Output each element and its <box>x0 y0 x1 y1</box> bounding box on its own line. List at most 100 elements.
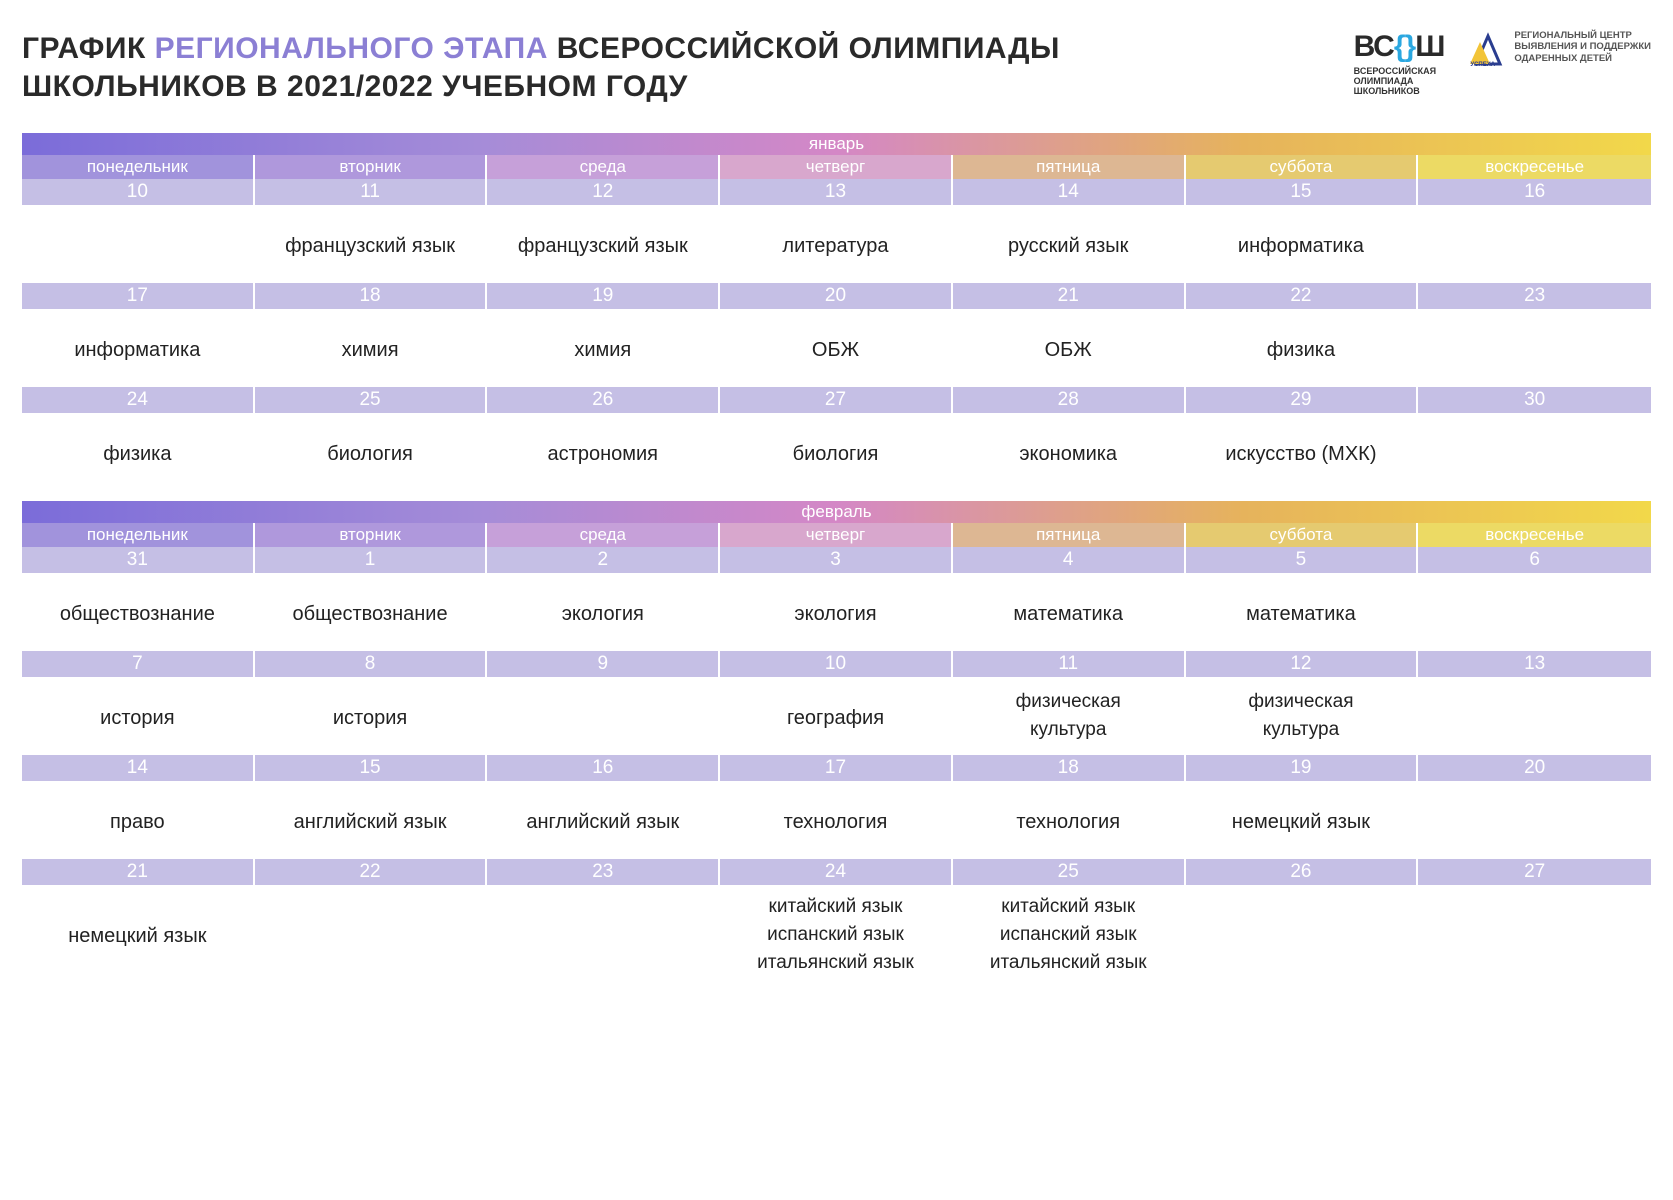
day-number: 5 <box>1186 547 1419 573</box>
subject-cell: технология <box>720 781 953 859</box>
day-number: 25 <box>255 387 488 413</box>
day-number: 30 <box>1418 387 1651 413</box>
subject-cell <box>1418 205 1651 283</box>
subject-label: биология <box>726 443 945 466</box>
day-number: 21 <box>953 283 1186 309</box>
subject-cell <box>1418 677 1651 755</box>
subject-label: химия <box>261 339 480 362</box>
vsosh-mark-pre: ВС <box>1354 30 1394 63</box>
day-number: 8 <box>255 651 488 677</box>
day-number: 12 <box>487 179 720 205</box>
day-number: 10 <box>720 651 953 677</box>
day-number: 13 <box>720 179 953 205</box>
subject-cell: ОБЖ <box>953 309 1186 387</box>
day-number: 1 <box>255 547 488 573</box>
subject-label: физика <box>1192 339 1411 362</box>
subject-label: французский язык <box>261 235 480 258</box>
subject-cell: английский язык <box>255 781 488 859</box>
dow-cell: вторник <box>255 155 488 179</box>
subject-label: французский язык <box>493 235 712 258</box>
subject-label: обществознание <box>261 603 480 626</box>
subject-cell: экономика <box>953 413 1186 491</box>
subject-cell: немецкий язык <box>22 885 255 984</box>
month-bar-feb: февраль <box>22 501 1651 523</box>
vsosh-sub2: ОЛИМПИАДА <box>1354 76 1414 86</box>
subject-row: обществознаниеобществознаниеэкологияэкол… <box>22 573 1651 651</box>
subject-cell: китайский языкиспанский языкитальянский … <box>953 885 1186 984</box>
subject-cell <box>1186 885 1419 984</box>
subject-label: искусство (МХК) <box>1192 443 1411 466</box>
dow-cell: среда <box>487 155 720 179</box>
subject-label: астрономия <box>493 443 712 466</box>
day-number: 26 <box>1186 859 1419 885</box>
subject-cell <box>487 885 720 984</box>
subject-cell: французский язык <box>255 205 488 283</box>
day-number: 20 <box>720 283 953 309</box>
logos: ВС{}Ш ВСЕРОССИЙСКАЯ ОЛИМПИАДА ШКОЛЬНИКОВ… <box>1354 30 1651 97</box>
subject-cell: право <box>22 781 255 859</box>
subject-cell <box>487 677 720 755</box>
day-number: 15 <box>1186 179 1419 205</box>
title-line2: ШКОЛЬНИКОВ В 2021/2022 УЧЕБНОМ ГОДУ <box>22 70 688 103</box>
day-number: 6 <box>1418 547 1651 573</box>
jan-weeks: 10111213141516 французский язык французски… <box>22 179 1651 491</box>
brace-icon: {} <box>1394 30 1415 63</box>
day-number: 24 <box>22 387 255 413</box>
center-line3: ОДАРЕННЫХ ДЕТЕЙ <box>1514 53 1612 64</box>
dow-cell: понедельник <box>22 155 255 179</box>
subject-label: технология <box>726 811 945 834</box>
subject-label: немецкий язык <box>1192 811 1411 834</box>
vsosh-sub3: ШКОЛЬНИКОВ <box>1354 86 1420 96</box>
subject-cell <box>1418 309 1651 387</box>
day-number: 24 <box>720 859 953 885</box>
subject-cell: математика <box>1186 573 1419 651</box>
day-number: 13 <box>1418 651 1651 677</box>
subject-cell: искусство (МХК) <box>1186 413 1419 491</box>
subject-label: английский язык <box>261 811 480 834</box>
subject-label: математика <box>1192 603 1411 626</box>
subject-cell: английский язык <box>487 781 720 859</box>
day-number: 31 <box>22 547 255 573</box>
daynum-row: 14151617181920 <box>22 755 1651 781</box>
subject-label: физическая <box>1192 690 1411 714</box>
subject-cell: физическаякультура <box>953 677 1186 755</box>
day-number: 9 <box>487 651 720 677</box>
day-number: 22 <box>255 859 488 885</box>
month-bar-jan: январь <box>22 133 1651 155</box>
day-number: 11 <box>953 651 1186 677</box>
title-accent: РЕГИОНАЛЬНОГО ЭТАПА <box>155 32 548 65</box>
day-number: 19 <box>487 283 720 309</box>
subject-cell: русский язык <box>953 205 1186 283</box>
page-title: ГРАФИК РЕГИОНАЛЬНОГО ЭТАПА ВСЕРОССИЙСКОЙ… <box>22 30 1060 105</box>
day-number: 11 <box>255 179 488 205</box>
subject-label: итальянский язык <box>726 951 945 975</box>
dow-row-jan: понедельник вторник среда четверг пятниц… <box>22 155 1651 179</box>
daynum-row: 21222324252627 <box>22 859 1651 885</box>
daynum-row: 10111213141516 <box>22 179 1651 205</box>
subject-cell: информатика <box>1186 205 1419 283</box>
subject-label: физика <box>28 443 247 466</box>
dow-cell: четверг <box>720 523 953 547</box>
subject-cell: география <box>720 677 953 755</box>
vsosh-logo-mark: ВС{}Ш <box>1354 30 1445 64</box>
triangle-logo-icon: УСПЕХА <box>1466 30 1506 70</box>
dow-cell: пятница <box>953 155 1186 179</box>
subject-label: информатика <box>1192 235 1411 258</box>
subject-label: информатика <box>28 339 247 362</box>
subject-label: биология <box>261 443 480 466</box>
subject-label: испанский язык <box>726 923 945 947</box>
header: ГРАФИК РЕГИОНАЛЬНОГО ЭТАПА ВСЕРОССИЙСКОЙ… <box>22 30 1651 105</box>
subject-label: обществознание <box>28 603 247 626</box>
subject-cell: обществознание <box>255 573 488 651</box>
subject-row: французский языкфранцузский языклитерату… <box>22 205 1651 283</box>
day-number: 22 <box>1186 283 1419 309</box>
subject-row: немецкий язык китайский языкиспанский язы… <box>22 885 1651 984</box>
subject-label: технология <box>959 811 1178 834</box>
subject-label: испанский язык <box>959 923 1178 947</box>
center-line2: ВЫЯВЛЕНИЯ И ПОДДЕРЖКИ <box>1514 41 1651 52</box>
vsosh-mark-post: Ш <box>1415 30 1444 63</box>
subject-cell: биология <box>255 413 488 491</box>
day-number: 29 <box>1186 387 1419 413</box>
subject-label: физическая <box>959 690 1178 714</box>
dow-cell: воскресенье <box>1418 523 1651 547</box>
